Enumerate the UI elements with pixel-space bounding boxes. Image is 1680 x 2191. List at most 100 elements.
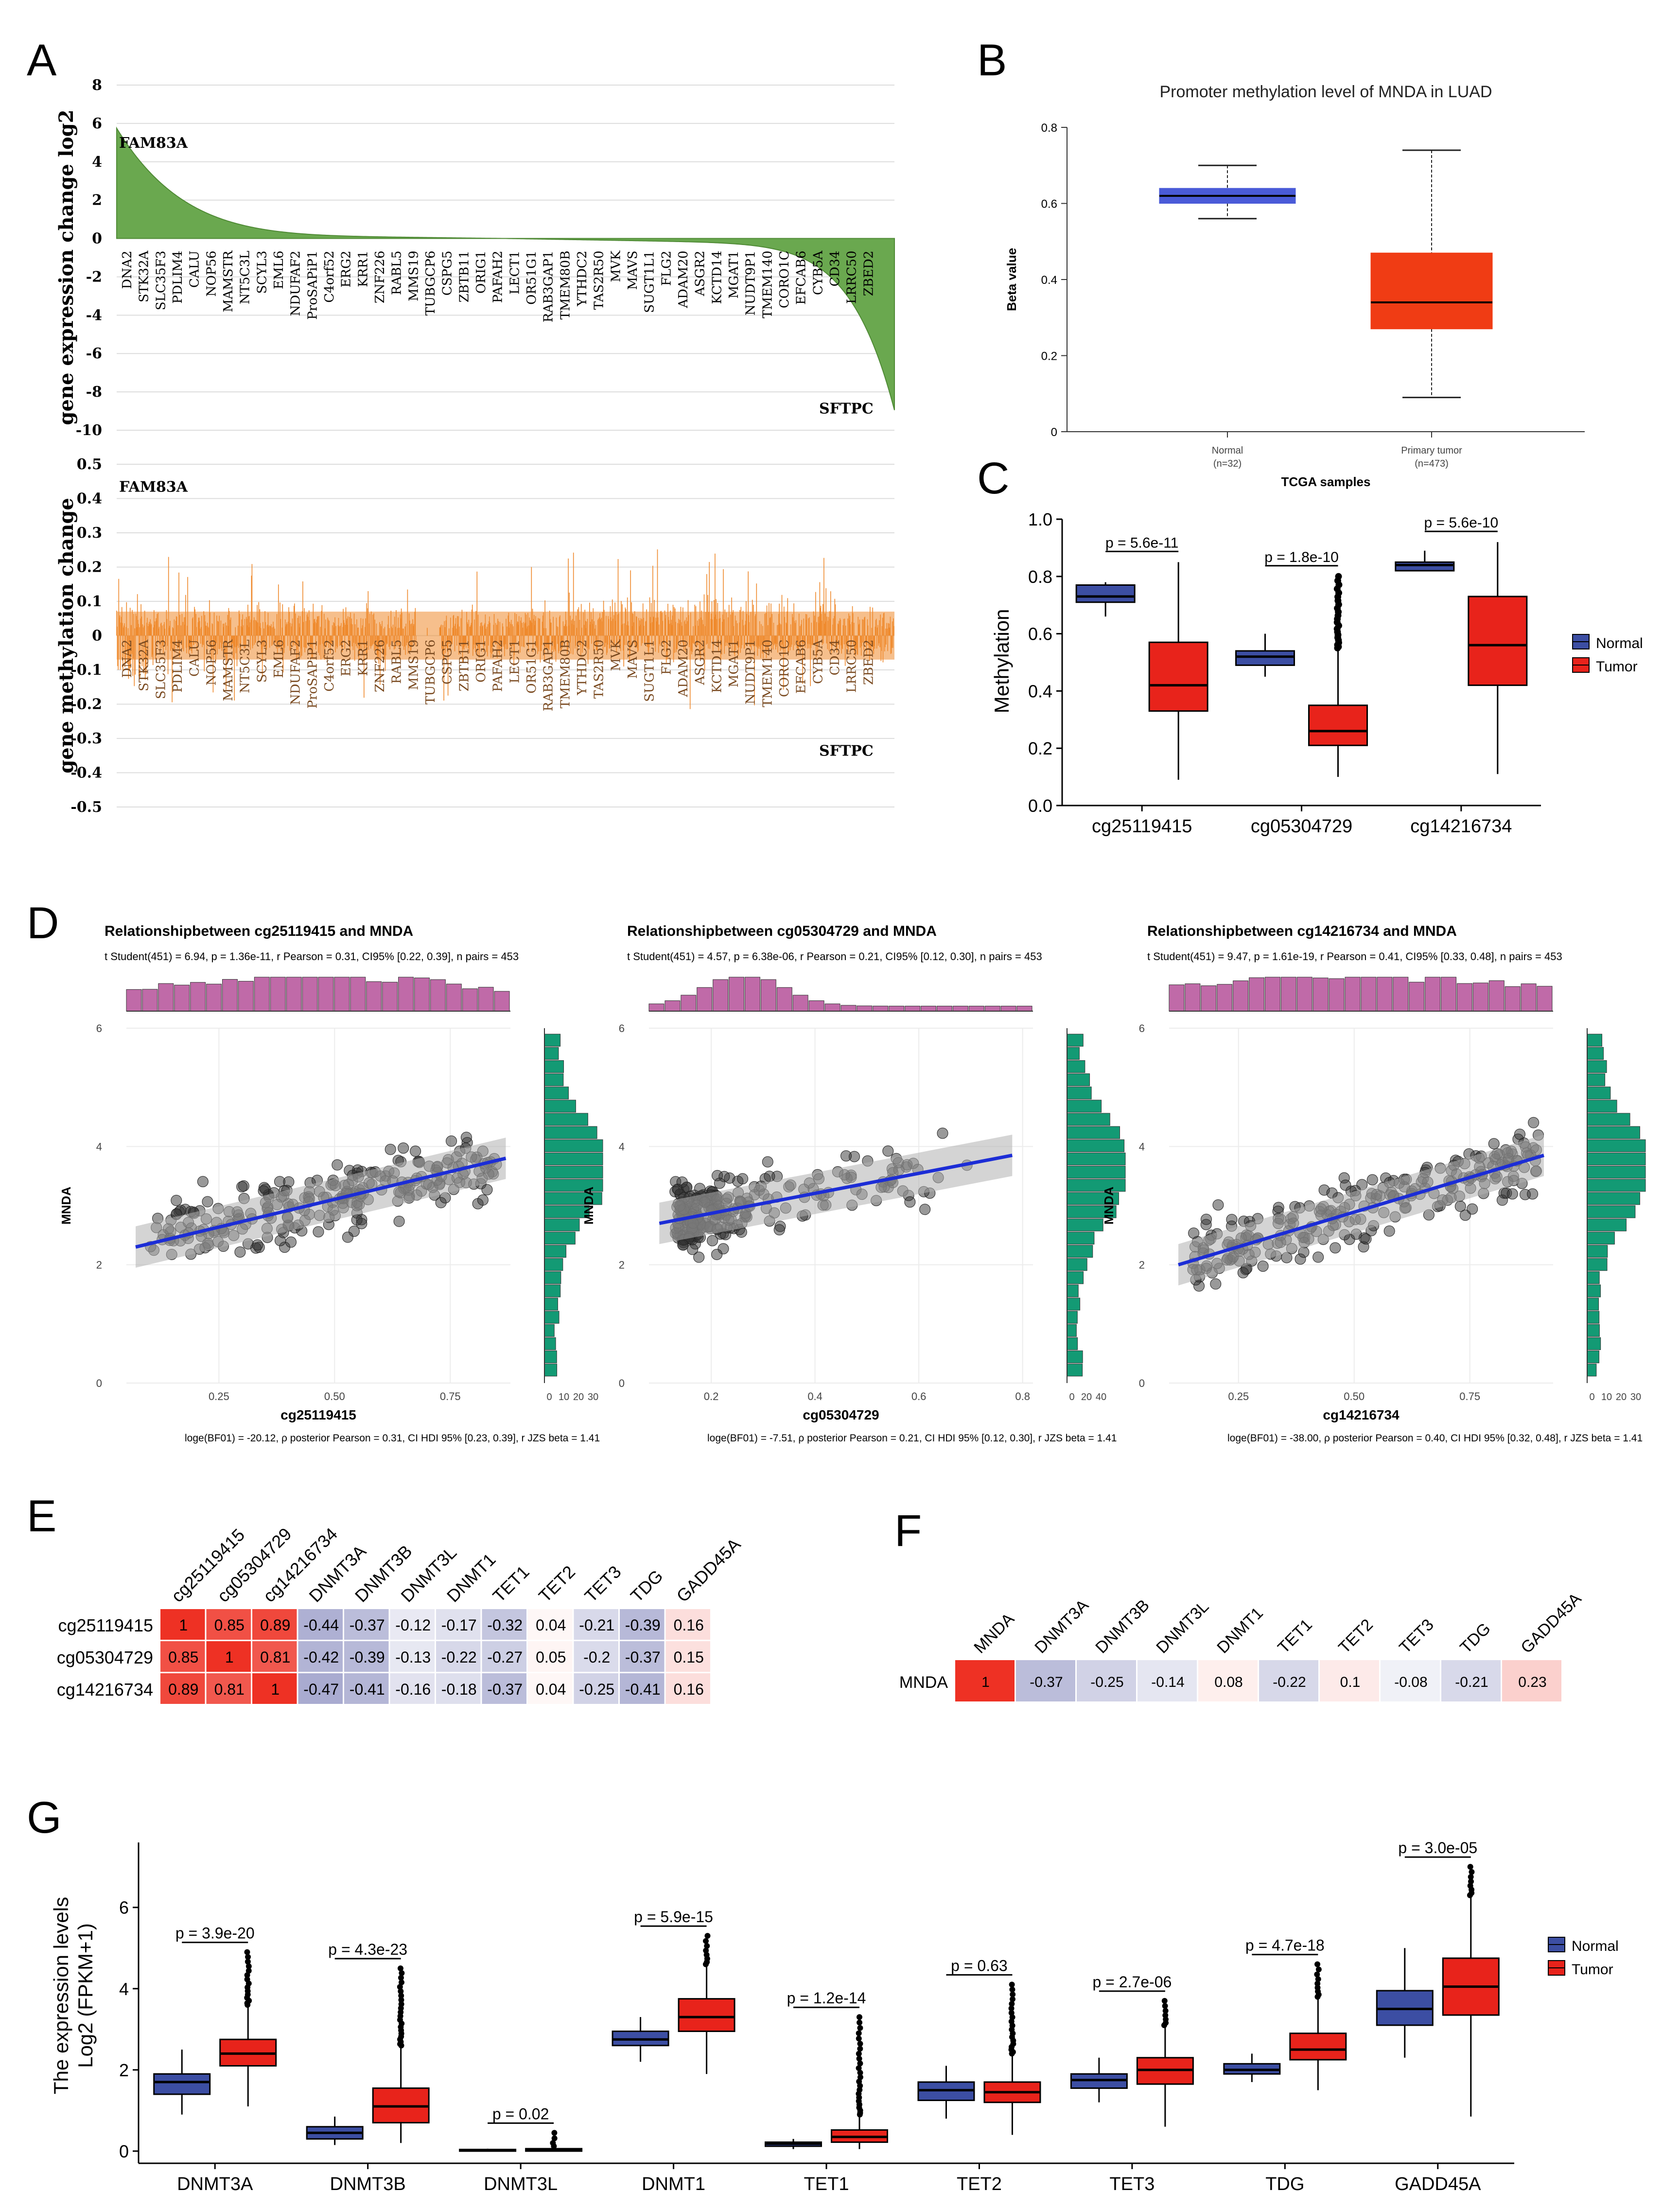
d-point xyxy=(398,1142,409,1154)
d-right-hist-bar xyxy=(544,1100,576,1113)
d-right-hist-bar xyxy=(1587,1192,1640,1205)
d-top-hist-bar xyxy=(238,981,254,1012)
d-right-hist-bar xyxy=(544,1126,597,1139)
e-cell-value: 0.81 xyxy=(214,1681,245,1698)
d-point xyxy=(1366,1174,1378,1186)
a-top-gene-label: LECT1 xyxy=(508,251,522,295)
panel-letter-a: A xyxy=(27,35,57,85)
f-cell-value: -0.25 xyxy=(1090,1674,1123,1690)
d-point xyxy=(904,1196,916,1208)
d-ytick-label: 4 xyxy=(96,1140,102,1153)
d-right-hist-bar xyxy=(1587,1047,1604,1060)
d-top-hist-bar xyxy=(398,977,414,1012)
d-right-hist-bar xyxy=(544,1364,558,1377)
a-bottom-gene-top: FAM83A xyxy=(119,478,188,495)
f-cell-value: 0.08 xyxy=(1214,1674,1242,1690)
d-point xyxy=(1514,1128,1525,1140)
d-point xyxy=(694,1183,706,1194)
d-point xyxy=(1383,1225,1395,1237)
e-cell xyxy=(252,1673,297,1704)
a-top-gene-label: EFCAB6 xyxy=(794,251,809,305)
g-xtick-label: DNMT3L xyxy=(484,2174,558,2191)
a-bottom-gene-bottom: SFTPC xyxy=(819,742,874,759)
g-outlier xyxy=(1314,1981,1321,1987)
e-cell-value: 1 xyxy=(225,1648,234,1666)
g-outlier xyxy=(857,2074,863,2080)
g-pvalue: p = 4.7e-18 xyxy=(1245,1937,1325,1954)
d-ytick-label: 2 xyxy=(96,1259,102,1271)
d-point xyxy=(693,1251,705,1263)
e-cell-value: -0.41 xyxy=(350,1681,385,1698)
d-stats: t Student(451) = 9.47, p = 1.61e-19, r P… xyxy=(1147,950,1562,963)
f-col-label: TET3 xyxy=(1396,1615,1437,1657)
d-right-hist-tick: 20 xyxy=(1081,1392,1092,1402)
d-point xyxy=(313,1226,324,1238)
panel-letter-c: C xyxy=(977,454,1009,503)
d-top-hist-bar xyxy=(446,983,462,1012)
f-col-label: TET2 xyxy=(1335,1615,1377,1657)
a-top-ylabel: gene expression change log2 xyxy=(55,109,78,425)
d-top-hist-bar xyxy=(697,987,713,1012)
a-bottom-gene-label: ZBED2 xyxy=(861,640,876,685)
g-outlier xyxy=(857,2025,863,2031)
d-right-hist-tick: 40 xyxy=(1096,1392,1106,1402)
g-outlier xyxy=(550,2140,556,2146)
e-cell xyxy=(298,1673,343,1704)
d-top-hist-bar xyxy=(142,989,158,1012)
g-outlier xyxy=(1468,1878,1474,1885)
f-cell xyxy=(1016,1660,1075,1701)
d-top-hist-bar xyxy=(665,1000,681,1012)
g-legend-label: Normal xyxy=(1572,1938,1619,1954)
e-cell xyxy=(206,1609,251,1640)
g-tumor-box xyxy=(1289,2033,1347,2061)
g-outlier xyxy=(857,2040,863,2047)
f-col-label: DNMT3L xyxy=(1153,1597,1212,1657)
d-right-hist-tick: 20 xyxy=(573,1392,584,1402)
a-bottom-gene-label: MVK xyxy=(609,639,623,671)
d-top-hist-bar xyxy=(1488,980,1505,1012)
e-cell-value: 0.85 xyxy=(168,1648,198,1666)
g-outlier xyxy=(245,1968,252,1974)
c-ytick-label: 0.2 xyxy=(1028,738,1052,758)
d-xtick-label: 0.2 xyxy=(704,1390,719,1402)
e-row-label: cg14216734 xyxy=(57,1680,153,1700)
d-right-hist-bar xyxy=(544,1087,569,1100)
b-xtick-n: (n=473) xyxy=(1415,458,1449,469)
d-right-hist-bar xyxy=(544,1047,559,1060)
d-right-hist-bar xyxy=(1587,1034,1602,1047)
d-top-hist-bar xyxy=(1169,984,1185,1012)
a-bottom-ytick: -0.3 xyxy=(70,730,102,747)
f-col-label: DNMT1 xyxy=(1213,1604,1267,1657)
a-top-ytick: -8 xyxy=(86,384,102,401)
e-cell xyxy=(620,1609,665,1640)
g-outlier xyxy=(856,2030,862,2036)
d-top-hist-bar xyxy=(968,1006,984,1012)
a-bottom-gene-label: MMS19 xyxy=(406,640,421,690)
a-top-gene-label: SCYL3 xyxy=(255,251,269,294)
d-right-hist-bar xyxy=(544,1073,564,1087)
d-right-hist-bar xyxy=(1587,1100,1617,1113)
d-ytick-label: 6 xyxy=(96,1022,102,1034)
e-cell xyxy=(436,1673,481,1704)
e-cell-value: 0.85 xyxy=(214,1616,245,1634)
f-cell-value: 1 xyxy=(981,1674,990,1690)
g-outlier xyxy=(702,1938,709,1944)
c-normal-box xyxy=(1075,584,1136,603)
d-top-hist-bar xyxy=(1441,977,1456,1012)
e-cell-value: -0.32 xyxy=(487,1616,523,1634)
d-top-hist-bar xyxy=(760,979,776,1012)
c-pvalue: p = 5.6e-11 xyxy=(1105,535,1178,551)
a-top-gene-label: PDLIM4 xyxy=(171,251,185,304)
e-cell-value: -0.27 xyxy=(487,1648,523,1666)
d-top-hist-bar xyxy=(222,979,238,1012)
b-box-1 xyxy=(1370,252,1493,330)
g-xtick-label: GADD45A xyxy=(1395,2174,1481,2191)
d-top-hist-bar xyxy=(1280,977,1296,1012)
d-right-hist-bar xyxy=(1587,1113,1630,1126)
d-right-hist-tick: 0 xyxy=(1589,1392,1594,1402)
f-col-label: GADD45A xyxy=(1517,1589,1585,1657)
e-cell-value: -0.39 xyxy=(350,1648,385,1666)
e-row-label: cg25119415 xyxy=(58,1615,153,1635)
d-regression-line xyxy=(1178,1154,1544,1267)
